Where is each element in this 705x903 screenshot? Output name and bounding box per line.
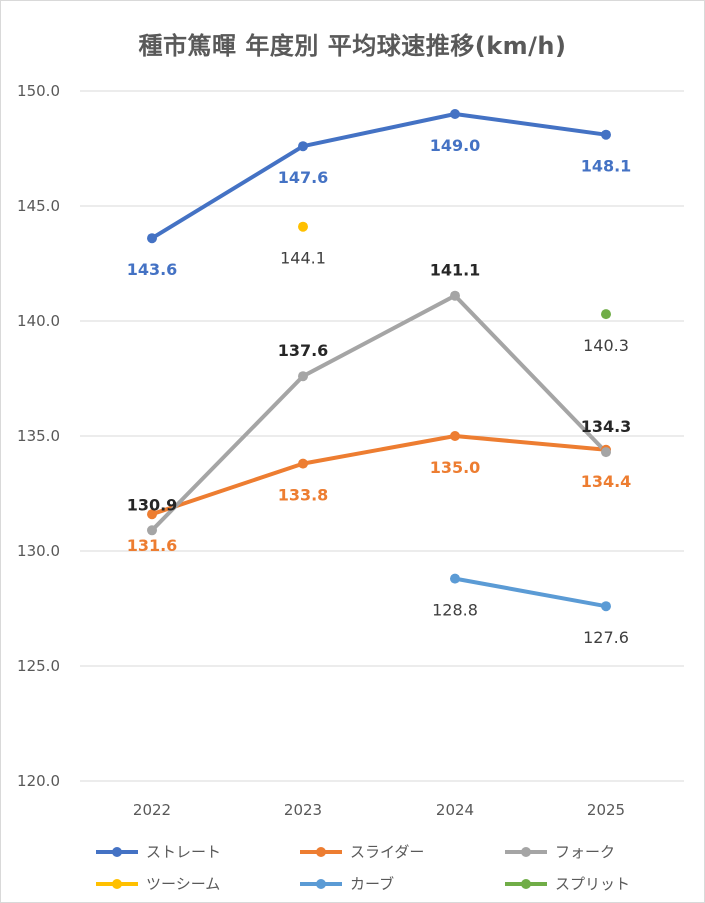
legend-label: ストレート <box>146 843 221 861</box>
data-point <box>147 525 157 536</box>
data-label: 130.9 <box>127 495 178 514</box>
data-point <box>450 109 460 119</box>
legend-marker <box>521 879 531 889</box>
data-label: 149.0 <box>430 136 481 155</box>
data-point <box>298 371 308 382</box>
data-label: 131.6 <box>127 536 178 555</box>
legend-marker <box>316 847 326 857</box>
gridlines <box>80 90 684 782</box>
y-tick-label: 130.0 <box>17 542 60 560</box>
data-label: 135.0 <box>430 458 481 477</box>
data-point <box>450 431 460 441</box>
data-point <box>450 290 460 301</box>
chart-title: 種市篤暉 年度別 平均球速推移(km/h) <box>138 32 567 60</box>
data-point <box>601 129 611 140</box>
data-point <box>147 509 157 520</box>
legend-marker <box>521 847 531 857</box>
data-label: 144.1 <box>280 249 326 268</box>
y-axis: 120.0 125.0 130.0 135.0 140.0 145.0 150.0 <box>17 82 60 790</box>
x-tick-label: 2023 <box>284 801 322 819</box>
legend-label: スライダー <box>350 843 424 861</box>
y-tick-label: 145.0 <box>17 197 60 215</box>
data-label: 134.4 <box>581 472 632 491</box>
data-label: 141.1 <box>430 261 481 280</box>
data-point <box>601 601 611 612</box>
x-tick-label: 2024 <box>436 801 474 819</box>
data-point <box>450 573 460 584</box>
legend-marker <box>112 847 122 857</box>
data-label: 140.3 <box>583 336 629 355</box>
series-lines <box>150 112 608 609</box>
data-label: 137.6 <box>278 341 329 360</box>
data-labels: 143.6 147.6 149.0 148.1 131.6 133.8 135.0 134.4… <box>127 136 632 647</box>
y-tick-label: 150.0 <box>17 82 60 100</box>
legend-label: カーブ <box>350 875 394 893</box>
data-label: 133.8 <box>278 486 329 505</box>
legend-label: スプリット <box>555 875 630 893</box>
data-point <box>298 141 308 152</box>
x-tick-label: 2025 <box>587 801 625 819</box>
data-label: 134.3 <box>581 417 632 436</box>
x-tick-label: 2022 <box>133 801 171 819</box>
series-line <box>453 576 608 609</box>
data-label: 128.8 <box>432 601 478 620</box>
series-points <box>147 109 611 612</box>
data-label: 148.1 <box>581 157 632 176</box>
data-point <box>298 221 308 232</box>
data-label: 147.6 <box>278 168 329 187</box>
series-line <box>150 112 608 241</box>
y-tick-label: 125.0 <box>17 657 60 675</box>
legend-marker <box>112 879 122 889</box>
legend-label: ツーシーム <box>146 875 220 893</box>
data-point <box>147 233 157 244</box>
y-tick-label: 120.0 <box>17 772 60 790</box>
data-point <box>601 447 611 458</box>
legend-marker <box>316 879 326 889</box>
data-point <box>298 458 308 469</box>
series-line <box>150 293 608 533</box>
data-point <box>601 309 611 320</box>
y-tick-label: 135.0 <box>17 427 60 445</box>
x-axis: 2022 2023 2024 2025 <box>133 801 625 819</box>
legend-label: フォーク <box>555 843 615 861</box>
series-line <box>150 434 608 517</box>
data-label: 143.6 <box>127 260 178 279</box>
y-tick-label: 140.0 <box>17 312 60 330</box>
data-label: 127.6 <box>583 628 629 647</box>
